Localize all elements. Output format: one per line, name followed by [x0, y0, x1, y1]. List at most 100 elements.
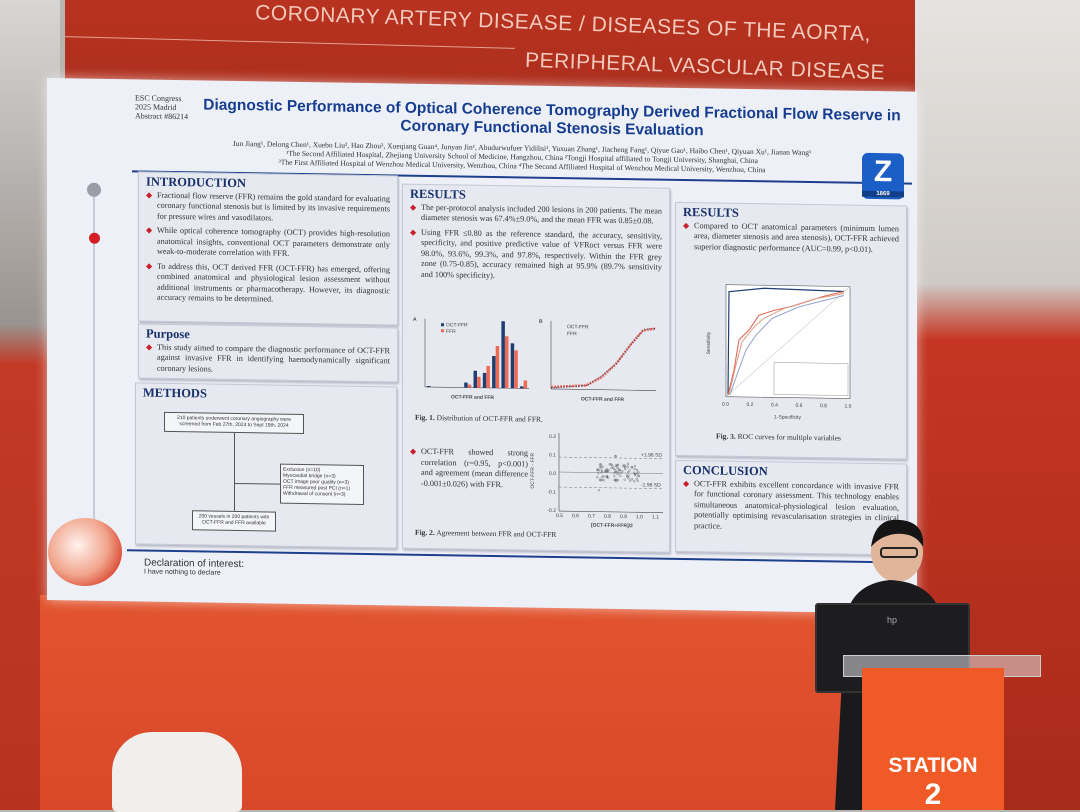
flow-box-exclusion: Exclusion (n=10) Myocardial bridge (n=3)… [280, 464, 364, 505]
flow-box-included: 200 vessels in 200 patients with OCT-FFR… [192, 510, 276, 531]
histogram-bar-ffr [468, 385, 472, 388]
introduction-heading: INTRODUCTION [146, 177, 390, 191]
poster-header: Diagnostic Performance of Optical Cohere… [132, 87, 912, 184]
banner-divider [65, 36, 515, 49]
ba-point [631, 478, 633, 480]
ba-x-tick: 0.6 [572, 513, 579, 519]
ba-x-tick: 1.1 [652, 515, 659, 521]
roc-x-tick: 0.4 [771, 402, 778, 408]
figure-1: A B OCT-FFR FFR OCT-FFR and FFR OCT-FFR … [411, 313, 661, 407]
fig2-caption-label: Fig. 2. [415, 528, 435, 537]
histogram-bar-oct-ffr [474, 371, 478, 388]
histogram-bar-ffr [505, 336, 509, 388]
cdf-legend-ffr: FFR [567, 331, 577, 337]
purpose-panel: Purpose This study aimed to compare the … [138, 323, 398, 382]
histogram-bar-oct-ffr [501, 321, 505, 388]
methods-heading: METHODS [143, 388, 389, 402]
roc-x-tick: 0.8 [820, 403, 827, 409]
fig3-caption-text: ROC curves for multiple variables [736, 432, 841, 443]
figure-1-caption: Fig. 1. Distribution of OCT-FFR and FFR. [415, 413, 543, 426]
ba-point [611, 467, 613, 469]
ba-x-tick: 0.7 [588, 513, 595, 519]
results-bullet: Compared to OCT anatomical parameters (m… [683, 220, 899, 255]
ba-x-label: [OCT-FFR+FFR]/2 [591, 523, 633, 530]
ba-point [598, 489, 600, 491]
intro-bullet: While optical coherence tomography (OCT)… [146, 226, 390, 261]
results-heading: RESULTS [683, 207, 899, 221]
ba-point [596, 476, 598, 478]
ba-point [612, 466, 614, 468]
ba-y-tick: 0.1 [549, 452, 556, 458]
ba-y-tick: 0.0 [549, 471, 556, 477]
logo-letter: Z [874, 155, 892, 188]
ba-point [601, 476, 603, 478]
results-panel-right: RESULTS Compared to OCT anatomical param… [675, 202, 907, 460]
ba-point [619, 475, 621, 477]
histogram-bar-oct-ffr [483, 373, 487, 388]
legend-swatch-ffr [441, 329, 444, 332]
ba-point [633, 480, 635, 482]
lower-loa-label: -1.96 SD [641, 482, 661, 488]
roc-legend [774, 362, 848, 395]
mean-line [559, 472, 663, 474]
figure-3-caption: Fig. 3. ROC curves for multiple variable… [716, 432, 841, 444]
timeline-dot-red [89, 233, 100, 244]
flow-connector [234, 433, 235, 511]
intro-bullet: To address this, OCT derived FFR (OCT-FF… [146, 261, 390, 307]
ba-point [629, 470, 631, 472]
hp-logo: hp [887, 615, 897, 625]
fig1-caption-label: Fig. 1. [415, 413, 435, 422]
exclusion-item: Withdrawal of consent (n=3) [283, 491, 361, 498]
roc-x-tick: 1.0 [845, 404, 852, 410]
cdf-x-axis [551, 389, 656, 391]
histogram-bar-oct-ffr [492, 356, 496, 388]
correlation-bullet: OCT-FFR showed strong correlation (r=0.9… [410, 447, 528, 491]
ba-point [617, 473, 619, 475]
ba-point [601, 470, 603, 472]
fig3-caption-label: Fig. 3. [716, 432, 736, 441]
ba-point [634, 465, 636, 467]
ba-point [615, 470, 617, 472]
legend-swatch-oct-ffr [441, 323, 444, 326]
panel-b-label: B [539, 319, 543, 325]
logo-year: 1869 [862, 191, 904, 198]
intro-bullet: Fractional flow reserve (FFR) remains th… [146, 190, 390, 225]
author-block: Jun Jiang¹, Delong Chen¹, Xuebo Liu², Ha… [152, 138, 892, 177]
figure-2-caption: Fig. 2. Agreement between FFR and OCT-FF… [415, 528, 556, 541]
ba-x-tick: 1.0 [636, 514, 643, 520]
histogram-bar-oct-ffr [511, 343, 515, 388]
results-bullet: Using FFR ≤0.80 as the reference standar… [410, 227, 662, 283]
purpose-bullet: This study aimed to compare the diagnost… [146, 342, 390, 377]
legend-ffr: FFR [446, 329, 456, 335]
upper-loa-label: +1.96 SD [641, 452, 662, 458]
histogram-bar-oct-ffr [427, 386, 431, 387]
flow-box-screened: 210 patients underwent coronary angiogra… [164, 412, 304, 434]
results-panel-middle: RESULTS The per-protocol analysis includ… [402, 184, 670, 553]
ba-point [624, 479, 626, 481]
histogram-bar-oct-ffr [520, 386, 524, 388]
histogram-bar-oct-ffr [464, 383, 468, 388]
white-chair [112, 732, 242, 812]
fig1-caption-text: Distribution of OCT-FFR and FFR. [435, 413, 543, 424]
ba-x-tick: 0.9 [620, 514, 627, 520]
hist-x-label: OCT-FFR and FFR [451, 394, 494, 401]
ba-point [613, 475, 615, 477]
roc-x-tick: 0.2 [747, 402, 754, 408]
banner-line-2: PERIPHERAL VASCULAR DISEASE [525, 49, 886, 86]
ba-x-tick: 0.8 [604, 514, 611, 520]
ba-y-tick: -0.2 [547, 508, 556, 514]
university-logo: Z 1869 [862, 153, 904, 200]
ba-point [636, 469, 638, 471]
ba-point [617, 467, 619, 469]
station-number: 2 [862, 778, 1004, 812]
conclusion-heading: CONCLUSION [683, 465, 899, 479]
introduction-panel: INTRODUCTION Fractional flow reserve (FF… [138, 171, 398, 325]
histogram-bar-ffr [477, 377, 481, 388]
results-bullet: The per-protocol analysis included 200 l… [410, 202, 662, 227]
projection-screen-poster: ESC Congress 2025 Madrid Abstract #86214… [47, 78, 917, 614]
ba-point [636, 473, 638, 475]
ba-x-tick: 0.5 [556, 513, 563, 519]
roc-y-label: Sensitivity [706, 331, 712, 354]
ba-y-tick: 0.2 [549, 434, 556, 440]
